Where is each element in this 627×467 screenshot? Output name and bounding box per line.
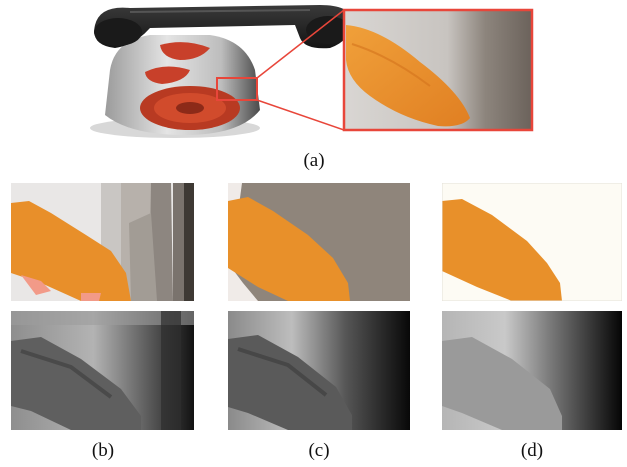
caption-a: (a): [303, 150, 325, 171]
zoom-connector-top: [256, 9, 345, 79]
zoom-source-box: [216, 77, 258, 101]
panel-c-grayscale: [228, 311, 410, 430]
zoom-inset: [342, 8, 534, 132]
panel-d-segmentation: [442, 183, 622, 301]
figure-a: [90, 0, 540, 140]
panel-b-grayscale: [11, 311, 194, 430]
panel-d-grayscale: [442, 311, 622, 430]
panel-b-segmentation: [11, 183, 194, 301]
caption-d: (d): [520, 440, 544, 461]
telephone-image: [90, 5, 534, 138]
caption-b: (b): [91, 440, 115, 461]
caption-c: (c): [308, 440, 330, 461]
zoom-connector-bottom: [256, 99, 345, 131]
panel-c-segmentation: [228, 183, 410, 301]
telephone-icon: [90, 5, 352, 138]
